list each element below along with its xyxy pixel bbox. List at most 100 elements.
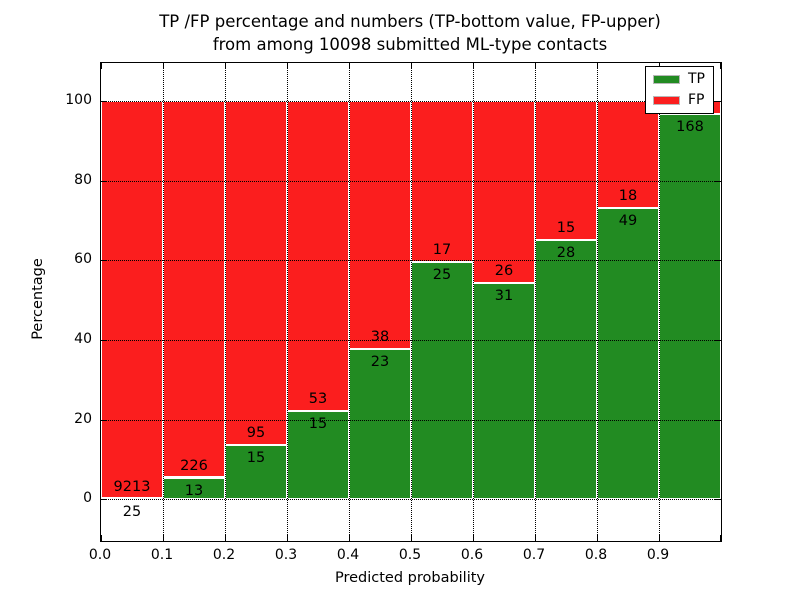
bar-fp-segment bbox=[101, 100, 163, 499]
legend-item-tp: TP bbox=[653, 72, 705, 87]
x-tick-mark bbox=[287, 63, 289, 69]
y-tick-label: 0 bbox=[83, 490, 92, 507]
y-tick-label: 60 bbox=[74, 251, 92, 268]
x-tick-label: 0.4 bbox=[336, 547, 360, 563]
x-tick-mark bbox=[659, 535, 661, 541]
x-tick-mark bbox=[473, 63, 475, 69]
gridline-x bbox=[535, 63, 536, 541]
x-tick-label: 0.8 bbox=[584, 547, 608, 563]
x-tick-mark bbox=[597, 535, 599, 541]
bar-tp-segment bbox=[411, 262, 473, 500]
bar-fp-count-label: 226 bbox=[180, 457, 208, 474]
bar-tp-count-label: 13 bbox=[184, 482, 204, 499]
y-tick-label: 80 bbox=[74, 171, 92, 188]
tp-legend-swatch-icon bbox=[653, 75, 680, 84]
x-tick-mark bbox=[349, 63, 351, 69]
bar-fp-count-label: 9213 bbox=[113, 479, 151, 496]
x-tick-mark bbox=[535, 535, 537, 541]
y-tick-label: 100 bbox=[65, 91, 92, 108]
y-tick-mark bbox=[101, 260, 107, 262]
bar-tp-segment bbox=[535, 239, 597, 500]
x-tick-label: 0.7 bbox=[522, 547, 546, 563]
gridline-x bbox=[411, 63, 412, 541]
x-tick-label: 0.1 bbox=[150, 547, 174, 563]
x-tick-mark bbox=[225, 535, 227, 541]
x-tick-label: 0.9 bbox=[646, 547, 670, 563]
bar-tp-count-label: 15 bbox=[246, 449, 266, 466]
x-tick-mark bbox=[163, 63, 165, 69]
y-tick-mark bbox=[101, 180, 107, 182]
x-tick-mark bbox=[411, 535, 413, 541]
y-tick-mark bbox=[715, 100, 721, 103]
bar-fp-segment bbox=[163, 100, 225, 478]
tp-legend-label: TP bbox=[688, 71, 705, 87]
y-tick-mark bbox=[101, 100, 107, 103]
x-axis-label: Predicted probability bbox=[334, 570, 486, 586]
legend-item-fp: FP bbox=[653, 93, 705, 108]
gridline-x bbox=[473, 63, 474, 541]
x-tick-label: 0.0 bbox=[88, 547, 112, 563]
x-tick-label: 0.6 bbox=[460, 547, 484, 563]
fp-legend-swatch-icon bbox=[653, 96, 680, 105]
chart-title: TP /FP percentage and numbers (TP-bottom… bbox=[100, 10, 720, 56]
x-tick-mark bbox=[720, 535, 722, 541]
x-tick-mark bbox=[720, 63, 722, 69]
bar-tp-count-label: 31 bbox=[494, 287, 514, 304]
gridline-x bbox=[597, 63, 598, 541]
bar-tp-count-label: 25 bbox=[432, 267, 452, 284]
x-tick-mark bbox=[473, 535, 475, 541]
bar-tp-count-label: 25 bbox=[122, 504, 142, 521]
chart-title-line1: TP /FP percentage and numbers (TP-bottom… bbox=[159, 12, 661, 31]
x-tick-mark bbox=[101, 535, 103, 541]
bar-fp-segment bbox=[225, 100, 287, 445]
gridline-x bbox=[659, 63, 660, 541]
bar-fp-count-label: 26 bbox=[494, 262, 514, 279]
x-tick-mark bbox=[287, 535, 289, 541]
fp-legend-label: FP bbox=[688, 92, 705, 108]
gridline-x bbox=[225, 63, 226, 541]
y-axis-label: Percentage bbox=[30, 258, 46, 340]
y-tick-mark bbox=[715, 180, 721, 182]
y-tick-mark bbox=[715, 419, 721, 421]
gridline-x bbox=[349, 63, 350, 541]
bar-tp-count-label: 49 bbox=[618, 212, 638, 229]
y-tick-mark bbox=[715, 499, 721, 501]
x-tick-mark bbox=[225, 63, 227, 69]
bar-tp-segment bbox=[659, 114, 721, 500]
chart-title-line2: from among 10098 submitted ML-type conta… bbox=[212, 35, 608, 54]
x-tick-mark bbox=[163, 535, 165, 541]
bar-fp-count-label: 15 bbox=[556, 219, 576, 236]
bar-tp-segment bbox=[287, 411, 349, 500]
bar-fp-count-label: 53 bbox=[308, 391, 328, 408]
bar-fp-count-label: 17 bbox=[432, 242, 452, 259]
y-tick-mark bbox=[101, 499, 107, 501]
y-tick-label: 20 bbox=[74, 410, 92, 427]
x-tick-mark bbox=[411, 63, 413, 69]
bar-fp-segment bbox=[473, 100, 535, 283]
x-tick-label: 0.2 bbox=[212, 547, 236, 563]
x-tick-mark bbox=[597, 63, 599, 69]
y-tick-label: 40 bbox=[74, 330, 92, 347]
gridline-x bbox=[287, 63, 288, 541]
bar-tp-segment bbox=[473, 282, 535, 500]
x-tick-label: 0.3 bbox=[274, 547, 298, 563]
bar-fp-count-label: 95 bbox=[246, 424, 266, 441]
bar-tp-count-label: 15 bbox=[308, 416, 328, 433]
x-tick-label: 0.5 bbox=[398, 547, 422, 563]
bar-tp-segment bbox=[597, 207, 659, 500]
bar-fp-count-label: 38 bbox=[370, 329, 390, 345]
y-tick-mark bbox=[715, 339, 721, 342]
bar-tp-count-label: 168 bbox=[676, 119, 704, 136]
bar-fp-segment bbox=[349, 100, 411, 349]
bar-tp-segment bbox=[349, 349, 411, 500]
bar-fp-segment bbox=[287, 100, 349, 412]
legend: TP FP bbox=[645, 66, 714, 114]
y-tick-mark bbox=[101, 419, 107, 421]
y-tick-mark bbox=[101, 339, 107, 342]
x-tick-mark bbox=[349, 535, 351, 541]
gridline-x bbox=[163, 63, 164, 541]
bar-fp-count-label: 18 bbox=[618, 187, 638, 204]
x-tick-mark bbox=[101, 63, 103, 69]
bar-tp-count-label: 28 bbox=[556, 244, 576, 261]
